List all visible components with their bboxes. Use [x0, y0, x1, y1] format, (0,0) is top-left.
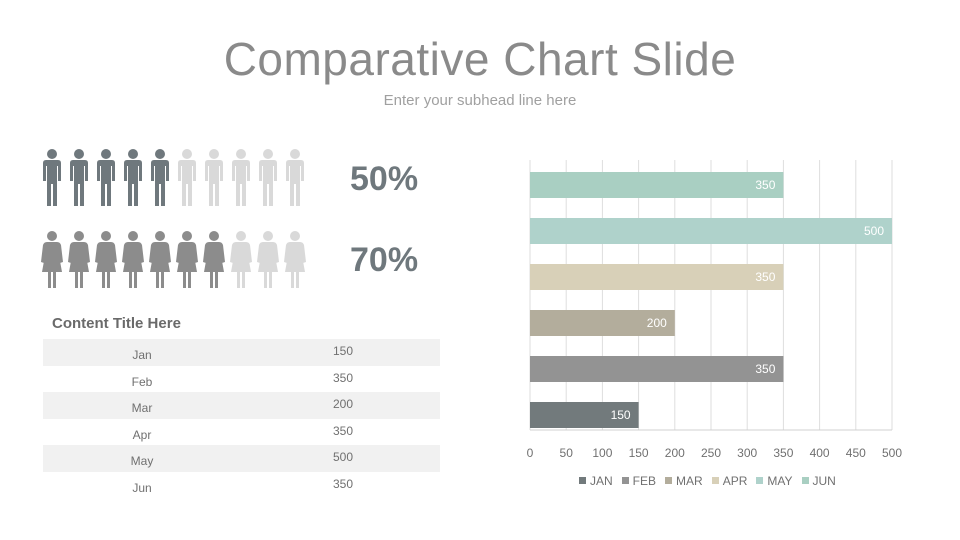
table-cell-value: 350 — [333, 370, 354, 385]
person-male-filled-icon — [124, 149, 142, 206]
bar-chart: 0 50 100 150 200 250 300 350 400 450 500 350 500 350 2… — [527, 160, 902, 460]
male-percent: 50% — [350, 160, 419, 198]
table-cell-value: 200 — [333, 397, 354, 411]
legend-swatch — [711, 477, 719, 484]
data-table: Jan 150 Feb 350 Mar 200 Apr 350 May 500 … — [43, 339, 440, 498]
person-female-empty-icon — [230, 231, 252, 288]
table-cell-value: 350 — [333, 476, 354, 491]
person-female-filled-icon — [176, 231, 198, 288]
table-row: Apr 350 — [43, 419, 440, 446]
x-tick-label: 450 — [846, 446, 866, 460]
table-cell-value: 150 — [333, 344, 354, 358]
legend-item-jan: JAN — [579, 474, 613, 488]
person-male-empty-icon — [286, 149, 304, 206]
x-tick-label: 150 — [629, 446, 649, 460]
female-icon-row — [40, 230, 310, 290]
table-cell-month: Feb — [131, 374, 153, 389]
table-row: Feb 350 — [43, 366, 440, 393]
person-female-empty-icon — [257, 231, 279, 288]
table-row: May 500 — [43, 445, 440, 472]
legend-label: FEB — [632, 474, 657, 488]
person-male-filled-icon — [43, 149, 61, 206]
table-cell-month: May — [130, 454, 154, 468]
x-tick-label: 400 — [810, 446, 830, 460]
chart-legend: JAN FEB MAR APR MAY JUN — [579, 474, 845, 488]
legend-swatch — [621, 477, 629, 484]
table-cell-month: Mar — [131, 401, 153, 415]
person-male-empty-icon — [232, 149, 250, 206]
table-cell-value: 500 — [333, 450, 354, 464]
slide-subtitle: Enter your subhead line here — [383, 92, 577, 109]
legend-label: MAY — [767, 474, 793, 488]
bar-data-label: 500 — [864, 224, 884, 238]
x-tick-label: 350 — [773, 446, 793, 460]
bar-data-label: 350 — [755, 270, 775, 284]
table-cell-month: Jan — [132, 348, 152, 362]
x-tick-label: 500 — [882, 446, 902, 460]
legend-item-mar: MAR — [665, 474, 703, 488]
person-female-filled-icon — [68, 231, 90, 288]
slide-title: Comparative Chart Slide — [223, 33, 737, 85]
legend-swatch — [579, 477, 586, 484]
table-cell-month: Jun — [132, 480, 152, 495]
legend-item-apr: APR — [711, 474, 748, 488]
table-row: Mar 200 — [43, 392, 440, 419]
person-female-empty-icon — [284, 231, 306, 288]
table-row: Jan 150 — [43, 339, 440, 366]
content-title: Content Title Here — [52, 315, 181, 332]
bar-data-label: 200 — [647, 316, 667, 330]
legend-swatch — [665, 477, 673, 484]
legend-item-jun: JUN — [801, 474, 836, 488]
legend-item-feb: FEB — [621, 474, 657, 488]
person-male-filled-icon — [97, 149, 115, 206]
x-tick-label: 0 — [527, 446, 534, 460]
male-icon-row — [40, 148, 310, 208]
x-tick-label: 250 — [701, 446, 721, 460]
bar-apr — [530, 264, 784, 290]
table-cell-value: 350 — [333, 423, 354, 438]
legend-label: APR — [722, 474, 748, 488]
x-tick-label: 100 — [592, 446, 612, 460]
table-row: Jun 350 — [43, 472, 440, 499]
bar-jan — [530, 402, 639, 428]
bar-jun — [530, 172, 784, 198]
bar-data-label: 350 — [755, 178, 775, 192]
legend-label: JUN — [812, 474, 836, 488]
person-female-filled-icon — [149, 231, 171, 288]
person-male-empty-icon — [259, 149, 277, 206]
bar-mar — [530, 310, 675, 336]
bar-may — [530, 218, 892, 244]
person-female-filled-icon — [122, 231, 144, 288]
legend-swatch — [756, 477, 764, 484]
person-male-empty-icon — [205, 149, 223, 206]
legend-swatch — [801, 477, 809, 484]
person-male-filled-icon — [151, 149, 169, 206]
person-male-filled-icon — [70, 149, 88, 206]
person-male-empty-icon — [178, 149, 196, 206]
legend-label: JAN — [590, 474, 613, 488]
bar-data-label: 150 — [611, 408, 631, 422]
person-female-filled-icon — [41, 231, 63, 288]
bar-data-label: 350 — [755, 362, 775, 376]
x-tick-label: 300 — [737, 446, 757, 460]
x-tick-label: 50 — [560, 446, 574, 460]
legend-label: MAR — [676, 474, 703, 488]
person-female-filled-icon — [203, 231, 225, 288]
person-female-filled-icon — [95, 231, 117, 288]
x-tick-label: 200 — [665, 446, 685, 460]
bar-feb — [530, 356, 784, 382]
legend-item-may: MAY — [756, 474, 793, 488]
female-percent: 70% — [350, 241, 419, 279]
table-cell-month: Apr — [132, 427, 152, 442]
